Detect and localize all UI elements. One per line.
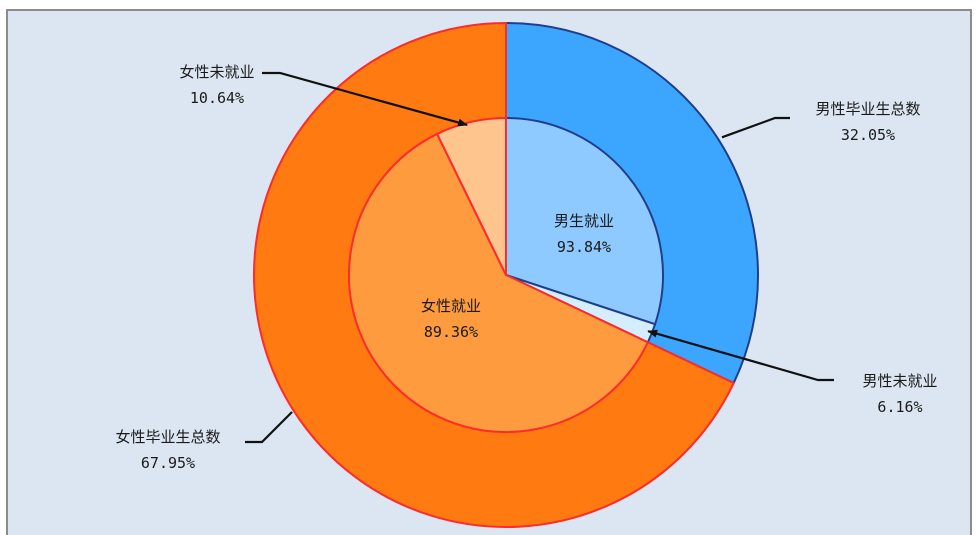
leader-female-unemployed — [262, 71, 469, 127]
inner-slice-3 — [435, 116, 507, 276]
label-female-employed-name: 女性就业 — [421, 297, 481, 315]
leader-lines — [245, 71, 834, 444]
label-female-unemployed: 女性未就业 10.64% — [179, 63, 254, 107]
label-male-total-name: 男性毕业生总数 — [815, 100, 920, 118]
label-male-unemployed: 男性未就业 6.16% — [862, 372, 937, 416]
label-female-total-value: 67.95% — [141, 454, 195, 472]
inner-slice-0 — [505, 116, 664, 326]
label-male-employed-name: 男生就业 — [554, 212, 614, 230]
label-female-unemployed-value: 10.64% — [190, 89, 244, 107]
label-male-employed-value: 93.84% — [557, 238, 611, 256]
label-female-unemployed-name: 女性未就业 — [179, 63, 254, 81]
label-male-employed: 男生就业 93.84% — [554, 212, 614, 256]
label-female-employed-value: 89.36% — [424, 323, 478, 341]
label-male-unemployed-value: 6.16% — [877, 398, 922, 416]
label-female-total: 女性毕业生总数 67.95% — [115, 428, 220, 472]
label-male-total-value: 32.05% — [841, 126, 895, 144]
inner-pie — [348, 116, 664, 433]
leader-male-unemployed — [647, 329, 834, 382]
label-female-employed: 女性就业 89.36% — [421, 297, 481, 341]
leader-female-total — [245, 411, 293, 444]
label-female-total-name: 女性毕业生总数 — [115, 428, 220, 446]
leader-male-total — [721, 116, 790, 139]
label-male-total: 男性毕业生总数 32.05% — [815, 100, 920, 144]
inner-slice-2 — [348, 132, 650, 433]
label-male-unemployed-name: 男性未就业 — [862, 372, 937, 390]
